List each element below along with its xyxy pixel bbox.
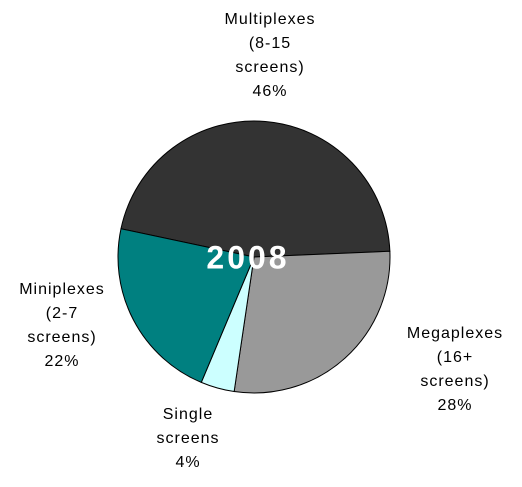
value-label: 22% [44, 353, 80, 370]
pie-slice [233, 250, 391, 394]
pie-slice [117, 228, 255, 384]
pie-slice [120, 120, 391, 258]
slice-label: Single screens 4% [156, 403, 219, 475]
value-label: 4% [175, 454, 201, 471]
slice-label: Multiplexes (8-15 screens) 46% [224, 8, 315, 104]
category-label: Single screens [156, 406, 220, 447]
category-label: Megaplexes (16+ screens) [406, 325, 504, 390]
slice-label: Megaplexes (16+ screens) 28% [407, 322, 503, 418]
value-label: 46% [252, 83, 288, 100]
chart-title: 2008 [206, 239, 289, 275]
category-label: Miniplexes (2-7 screens) [19, 281, 105, 346]
value-label: 28% [437, 397, 473, 414]
slice-label: Miniplexes (2-7 screens) 22% [19, 278, 105, 374]
category-label: Multiplexes (8-15 screens) [224, 11, 316, 76]
